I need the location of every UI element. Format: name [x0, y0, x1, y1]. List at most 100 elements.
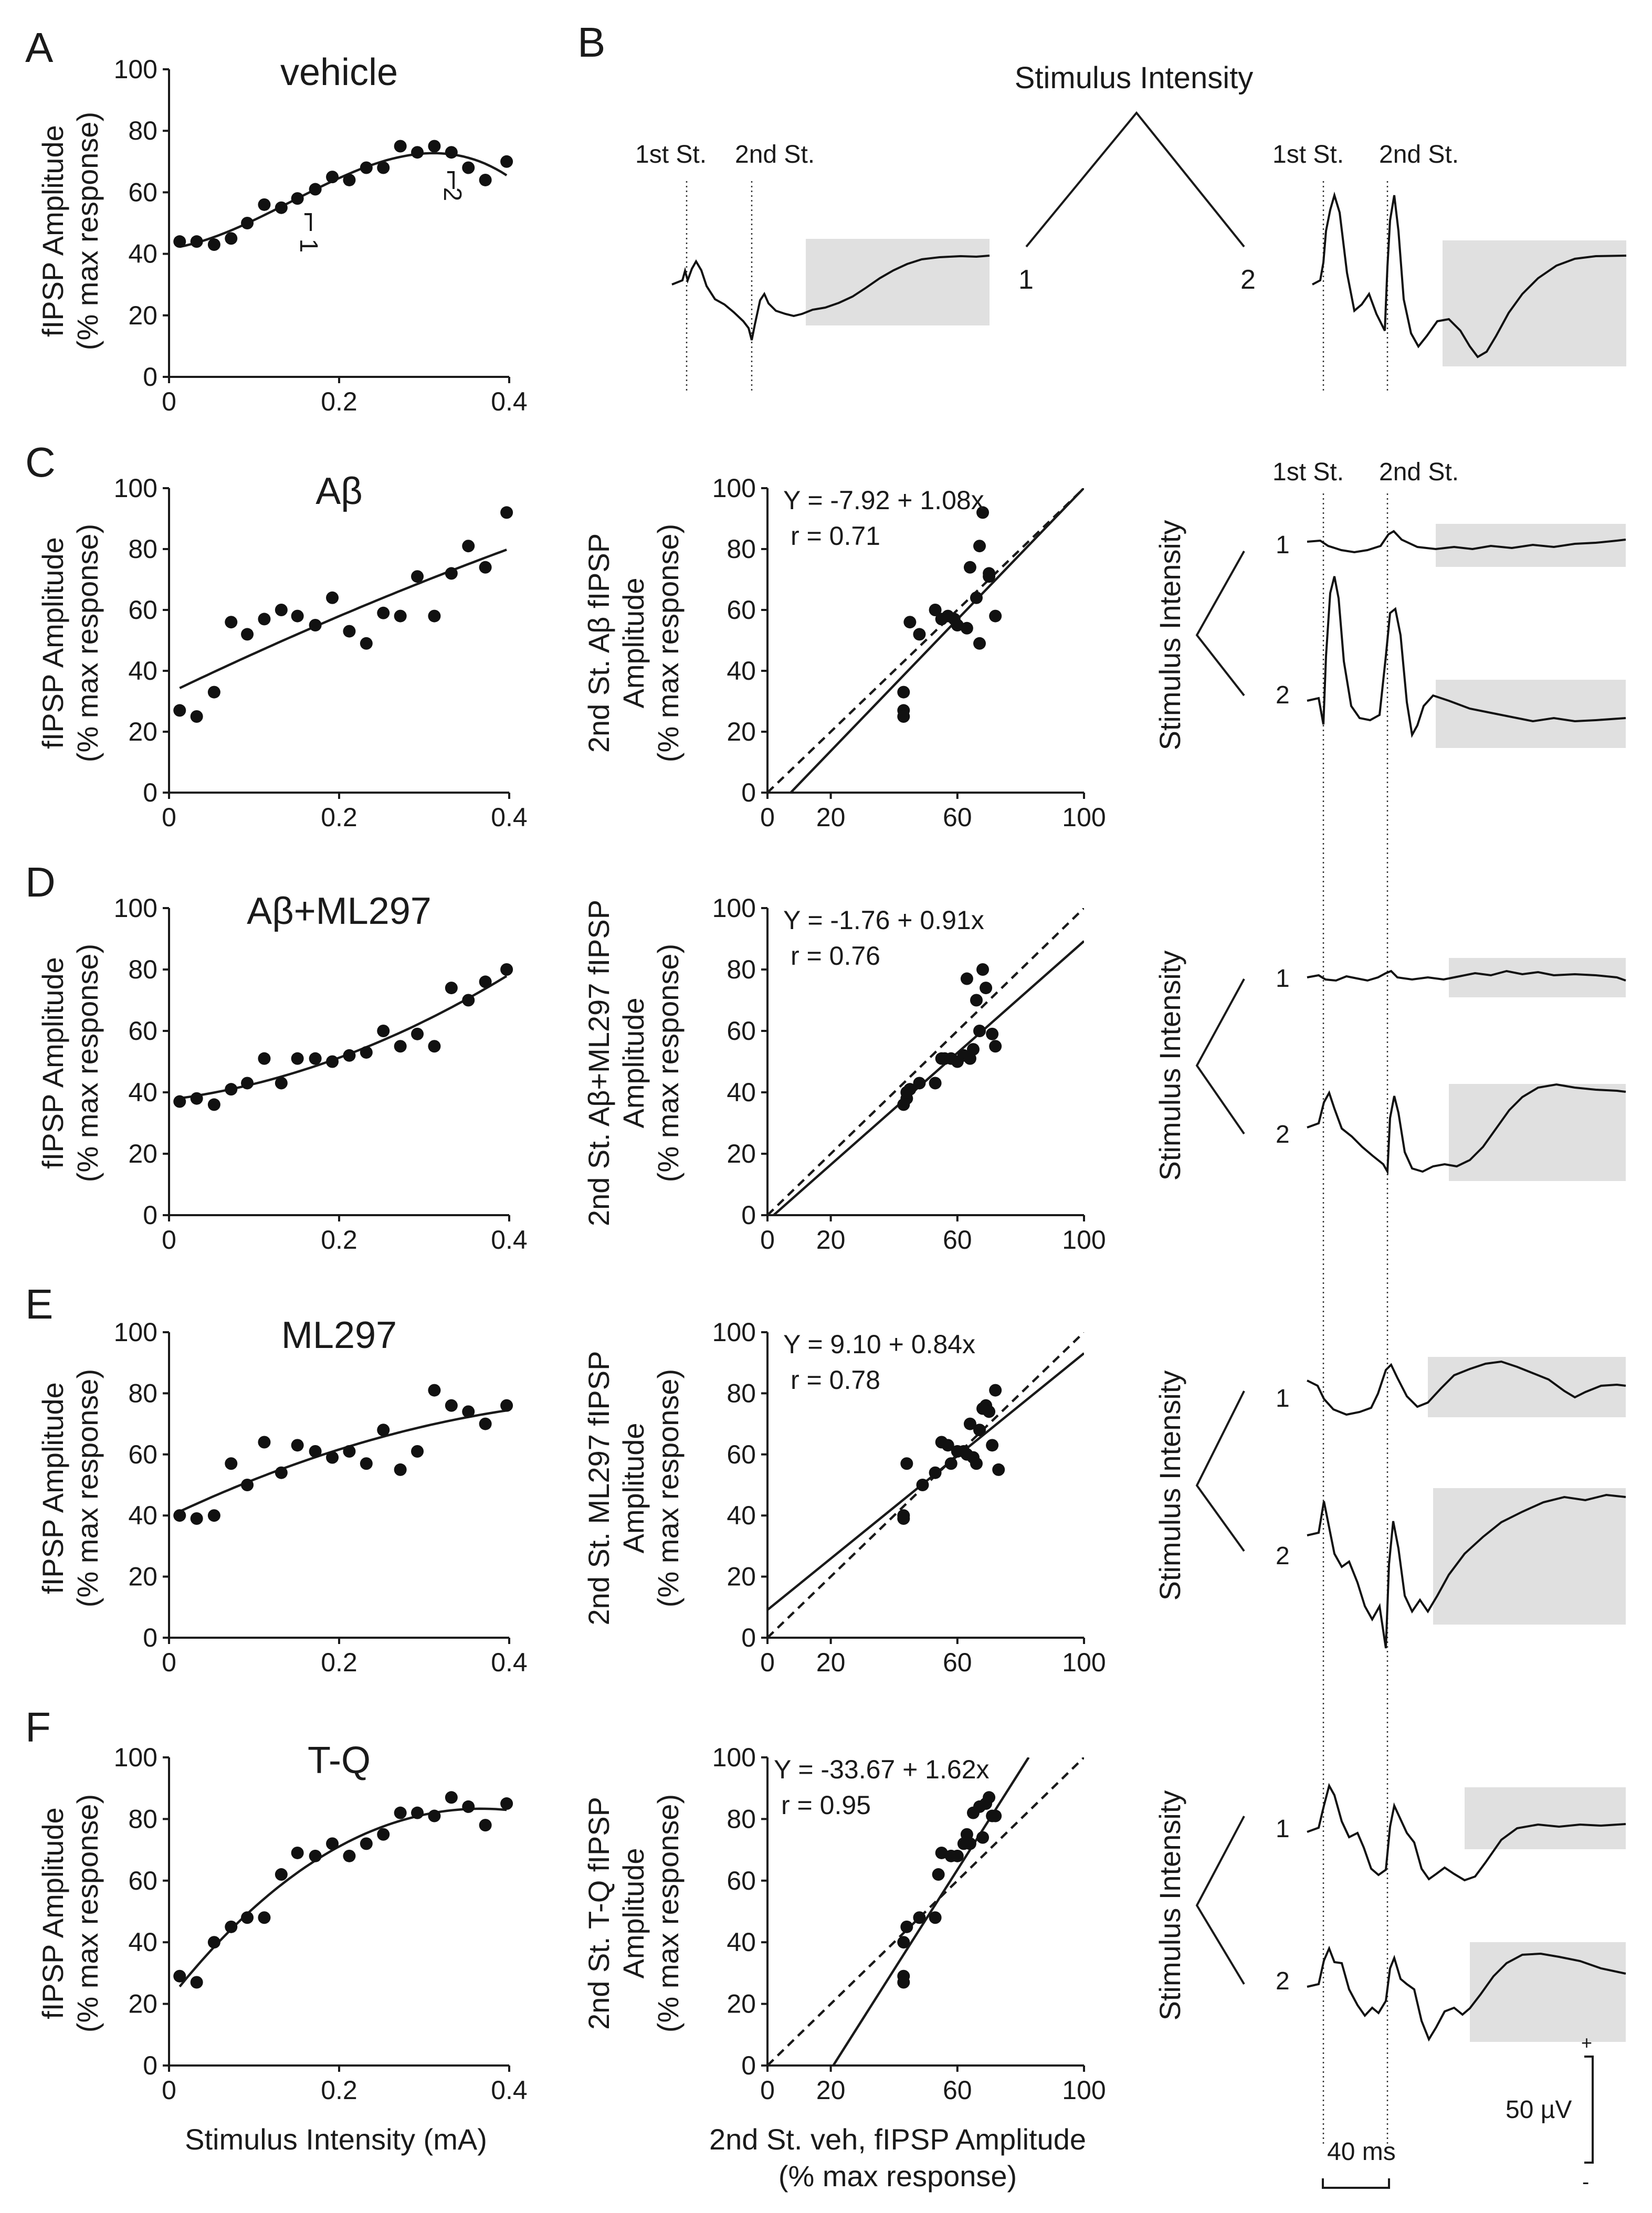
data-point: [241, 1911, 254, 1924]
x-tick-label: 0: [162, 387, 176, 416]
data-point: [963, 561, 976, 574]
data-point: [976, 963, 990, 976]
x-tick-label: 0.2: [321, 1648, 357, 1677]
data-point: [309, 1052, 322, 1065]
data-point: [258, 613, 271, 626]
b-trace2-shade: [1443, 240, 1626, 366]
traces-f-shade-1: [1465, 1787, 1626, 1849]
y-tick-label: 20: [727, 1562, 756, 1592]
data-point: [207, 1509, 220, 1522]
data-point: [360, 1837, 373, 1850]
data-point: [903, 1083, 917, 1096]
b-trace1-shade: [806, 239, 990, 325]
chart-title: ML297: [281, 1314, 397, 1356]
data-point: [360, 637, 373, 650]
data-point: [411, 1445, 424, 1458]
data-point: [309, 1445, 322, 1458]
data-point: [897, 1936, 910, 1949]
y-tick-label: 60: [128, 1440, 157, 1469]
data-point: [411, 146, 424, 159]
scatter-abeta-ml297: 0 20 40 60 80 100 0 20 60 100 Y = -1.76 + 0.91x r =…: [712, 893, 1106, 1255]
data-point: [207, 1098, 220, 1111]
y-tick-label: 60: [727, 1016, 756, 1046]
traces-d-caret: [1195, 978, 1245, 1135]
marker-1-bracket: [304, 213, 312, 231]
data-point: [173, 1509, 186, 1522]
y-tick-label: 80: [128, 534, 157, 564]
y-tick-label: 100: [114, 55, 157, 84]
data-point: [258, 1052, 271, 1065]
y-tick-label: 100: [114, 893, 157, 923]
scatter-y-title-f-line2: Amplitude: [617, 1848, 650, 1978]
scatter-tq: 0 20 40 60 80 100 0 20 60 100 Y = -33.67 + 1.62x r …: [712, 1743, 1106, 2105]
data-point: [986, 1027, 999, 1040]
data-point: [951, 1849, 964, 1862]
data-point: [897, 1976, 910, 1989]
scatter-y-title-e: 2nd St. ML297 fIPSP Amplitude (% max res…: [582, 1351, 685, 1626]
y-title-d-line2: (% max response): [71, 944, 104, 1182]
traces-e-stimulus-intensity: Stimulus Intensity: [1153, 1371, 1186, 1601]
y-title-e: fIPSP Amplitude (% max response): [36, 1369, 104, 1607]
y-tick-label: 60: [128, 1866, 157, 1895]
scale-bar: 40 ms 50 µV + -: [1322, 2032, 1594, 2194]
y-tick-label: 20: [128, 1989, 157, 2019]
scatter-y-title-f: 2nd St. T-Q fIPSP Amplitude (% max respo…: [582, 1794, 685, 2032]
regression-equation: Y = -1.76 + 0.91x: [783, 905, 984, 935]
voltage-plus: +: [1581, 2032, 1592, 2053]
data-point: [394, 140, 407, 153]
right-second-st: 2nd St.: [1379, 458, 1459, 486]
marker-2-label: 2: [438, 187, 466, 202]
scatter-abeta: 0 20 40 60 80 100 0 20 60 100 Y = -7.92 + 1.08x r =…: [712, 473, 1106, 832]
data-point: [241, 628, 254, 641]
data-point: [173, 1095, 186, 1108]
data-point: [326, 1837, 339, 1850]
y-tick-label: 60: [727, 1440, 756, 1469]
data-point: [275, 1077, 288, 1090]
traces-e-trace-2: [1307, 1493, 1626, 1649]
x-axis-title: Stimulus Intensity (mA): [185, 2123, 487, 2156]
b-trace2-second-st: 2nd St.: [1379, 141, 1459, 168]
data-point: [377, 1025, 390, 1037]
data-point: [241, 217, 254, 229]
data-point: [970, 1457, 983, 1470]
data-point: [291, 1846, 304, 1859]
x-tick-label: 0.4: [491, 1648, 528, 1677]
data-point: [428, 609, 441, 623]
y-tick-label: 40: [727, 1078, 756, 1107]
data-point: [258, 1436, 271, 1449]
voltage-scale-label: 50 µV: [1506, 2096, 1572, 2124]
data-point: [173, 704, 186, 717]
data-point: [500, 506, 513, 519]
traces-f-stimulus-intensity: Stimulus Intensity: [1153, 1790, 1186, 2021]
voltage-scale-bar: [1584, 2056, 1594, 2164]
data-point: [428, 140, 441, 153]
data-point: [479, 1417, 492, 1430]
correlation-r: r = 0.71: [791, 521, 880, 551]
data-point: [190, 1976, 203, 1989]
x-tick-label: 60: [943, 1648, 972, 1677]
x-tick-label: 100: [1062, 1225, 1106, 1255]
data-point: [989, 1809, 1002, 1822]
chart-vehicle: 0 20 40 60 80 100 0 0.2 0.4 vehicle: [114, 51, 528, 416]
data-point: [479, 173, 492, 186]
y-tick-label: 100: [114, 1743, 157, 1772]
data-point: [973, 540, 986, 553]
scatter-x-title-line1: 2nd St. veh, fIPSP Amplitude: [709, 2123, 1086, 2156]
data-point: [989, 609, 1002, 623]
data-point: [241, 1077, 254, 1090]
right-trace-labels: 1st St. 2nd St.: [1272, 458, 1459, 2144]
traces-c-caret: [1195, 551, 1245, 697]
traces-d-stimulus-intensity: Stimulus Intensity: [1153, 951, 1186, 1181]
data-point: [275, 1868, 288, 1881]
y-tick-label: 20: [128, 1139, 157, 1168]
y-tick-label: 40: [727, 1501, 756, 1530]
data-point: [207, 238, 220, 251]
y-tick-label: 80: [727, 955, 756, 984]
data-point: [970, 994, 983, 1007]
fit-curve: [179, 1409, 507, 1513]
y-tick-label: 20: [128, 717, 157, 746]
data-point: [992, 1463, 1005, 1476]
traces-e: Stimulus Intensity 1 2: [1153, 1357, 1626, 1649]
b-trace1-first-st: 1st St.: [635, 141, 707, 168]
panel-letter-e: E: [25, 1281, 53, 1327]
